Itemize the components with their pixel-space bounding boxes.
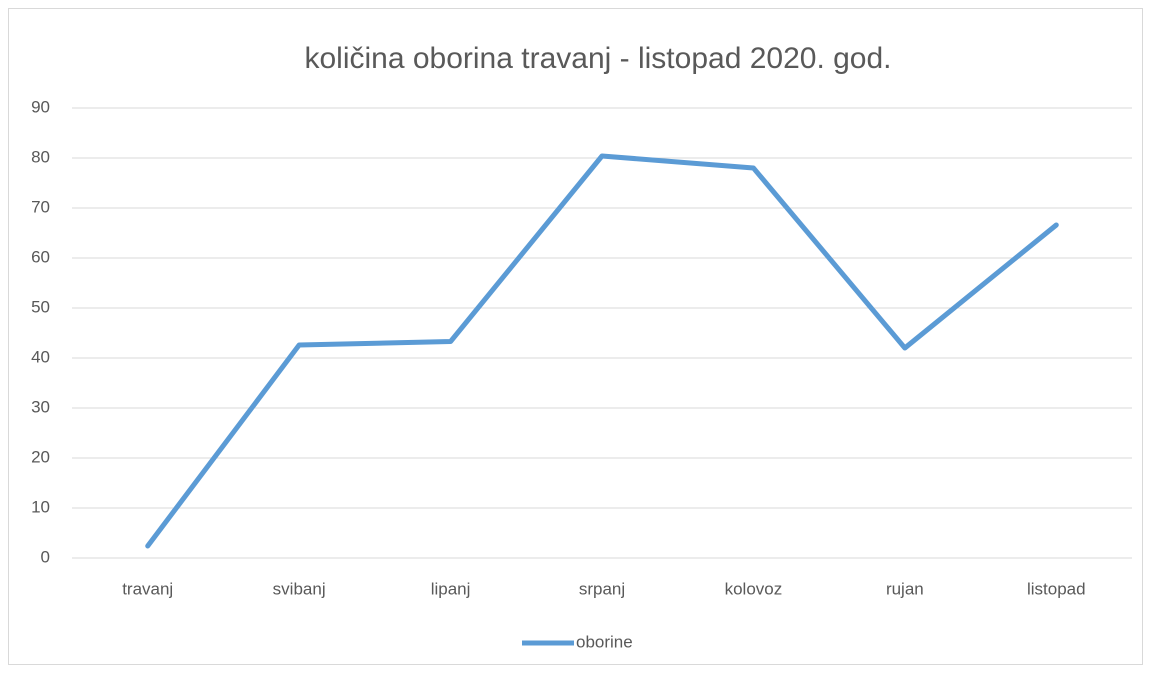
x-tick-label: travanj — [122, 579, 173, 598]
chart-border — [8, 8, 1143, 665]
x-tick-label: rujan — [886, 579, 924, 598]
y-tick-label: 10 — [31, 497, 50, 516]
x-tick-label: svibanj — [273, 579, 326, 598]
y-tick-label: 60 — [31, 247, 50, 266]
y-tick-label: 80 — [31, 147, 50, 166]
y-tick-label: 20 — [31, 447, 50, 466]
chart-title: količina oborina travanj - listopad 2020… — [304, 42, 891, 75]
x-tick-label: srpanj — [579, 579, 625, 598]
y-tick-label: 40 — [31, 347, 50, 366]
y-tick-label: 50 — [31, 297, 50, 316]
x-tick-label: listopad — [1027, 579, 1086, 598]
x-tick-label: kolovoz — [725, 579, 783, 598]
data-line — [145, 153, 1059, 549]
y-tick-label: 70 — [31, 197, 50, 216]
legend-label: oborine — [576, 632, 633, 651]
y-tick-label: 90 — [31, 97, 50, 116]
x-tick-label: lipanj — [431, 579, 471, 598]
y-tick-label: 0 — [41, 547, 50, 566]
y-tick-label: 30 — [31, 397, 50, 416]
